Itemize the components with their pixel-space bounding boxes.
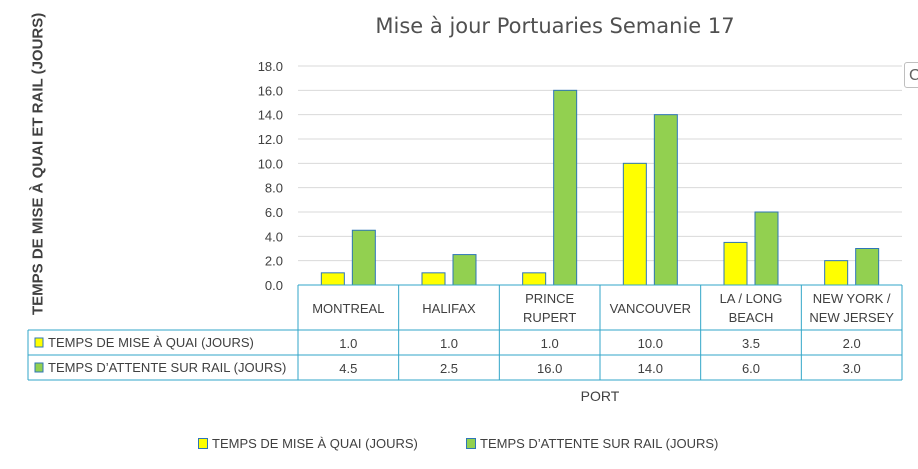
bar	[723, 241, 748, 286]
data-value: 6.0	[742, 361, 760, 376]
data-value: 1.0	[440, 336, 458, 351]
legend-swatch-rail-wait	[466, 438, 476, 449]
legend-label-dock-time: TEMPS DE MISE À QUAI (JOURS)	[212, 436, 418, 451]
bar	[452, 254, 477, 286]
y-tick-label: 8.0	[265, 181, 283, 196]
bar	[522, 272, 547, 286]
bar	[553, 89, 578, 286]
data-value: 3.5	[742, 336, 760, 351]
data-value: 2.5	[440, 361, 458, 376]
data-value: 2.0	[843, 336, 861, 351]
chart-title: Mise à jour Portuaries Semanie 17	[375, 14, 735, 38]
chart-elements-button[interactable]: C	[904, 62, 918, 88]
bar	[653, 114, 678, 286]
bar	[855, 248, 880, 286]
y-tick-label: 12.0	[258, 132, 283, 147]
legend-item-dock-time: TEMPS DE MISE À QUAI (JOURS)	[198, 436, 418, 451]
legend-swatch-dock-time	[198, 438, 208, 449]
data-value: 4.5	[339, 361, 357, 376]
table-swatch	[34, 337, 44, 348]
data-value: 14.0	[638, 361, 663, 376]
bar	[351, 229, 376, 286]
table-series-label: TEMPS DE MISE À QUAI (JOURS)	[48, 335, 254, 350]
table-series-label: TEMPS D’ATTENTE SUR RAIL (JOURS)	[48, 360, 286, 375]
legend-label-rail-wait: TEMPS D’ATTENTE SUR RAIL (JOURS)	[480, 436, 719, 451]
y-tick-label: 10.0	[258, 156, 283, 171]
bar	[622, 162, 647, 286]
bar	[824, 260, 849, 286]
x-axis-label: PORT	[580, 388, 620, 404]
data-value: 10.0	[638, 336, 663, 351]
category-label: HALIFAX	[422, 301, 476, 316]
category-label: RUPERT	[523, 310, 576, 325]
y-tick-label: 18.0	[258, 59, 283, 74]
category-label: BEACH	[729, 310, 774, 325]
y-tick-label: 14.0	[258, 108, 283, 123]
legend-item-rail-wait: TEMPS D’ATTENTE SUR RAIL (JOURS)	[466, 436, 718, 451]
y-tick-label: 6.0	[265, 205, 283, 220]
bar	[320, 272, 345, 286]
category-label: VANCOUVER	[610, 301, 691, 316]
y-tick-label: 0.0	[265, 278, 283, 293]
bar	[421, 272, 446, 286]
y-tick-label: 16.0	[258, 83, 283, 98]
table-swatch	[34, 362, 44, 373]
category-label: NEW JERSEY	[809, 310, 894, 325]
data-value: 1.0	[541, 336, 559, 351]
y-tick-label: 4.0	[265, 229, 283, 244]
category-label: PRINCE	[525, 291, 574, 306]
data-value: 1.0	[339, 336, 357, 351]
category-label: NEW YORK /	[813, 291, 891, 306]
data-value: 3.0	[843, 361, 861, 376]
category-label: LA / LONG	[720, 291, 783, 306]
y-tick-label: 2.0	[265, 254, 283, 269]
bar	[754, 211, 779, 286]
data-value: 16.0	[537, 361, 562, 376]
category-label: MONTREAL	[312, 301, 384, 316]
